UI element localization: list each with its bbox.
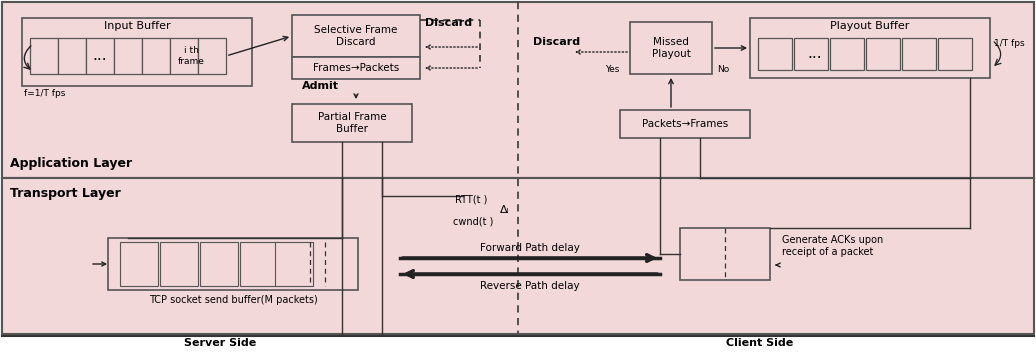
Bar: [114, 38, 142, 74]
Bar: [630, 22, 712, 74]
Bar: [240, 242, 278, 286]
Bar: [142, 38, 170, 74]
Bar: [200, 242, 238, 286]
Bar: [275, 242, 313, 286]
Text: Forward Path delay: Forward Path delay: [480, 243, 580, 253]
Text: cwnd(t ): cwnd(t ): [453, 216, 493, 226]
Text: Server Side: Server Side: [183, 338, 256, 348]
Bar: [170, 38, 198, 74]
Bar: [794, 38, 828, 70]
Bar: [160, 242, 198, 286]
Bar: [120, 242, 159, 286]
Bar: [938, 38, 972, 70]
Text: No: No: [717, 65, 729, 74]
Bar: [902, 38, 936, 70]
Bar: [680, 228, 770, 280]
Bar: [30, 38, 58, 74]
Bar: [2, 178, 1034, 334]
Text: Discard: Discard: [533, 37, 580, 47]
Text: Transport Layer: Transport Layer: [10, 188, 121, 200]
Bar: [830, 38, 864, 70]
Text: Reverse Path delay: Reverse Path delay: [481, 281, 580, 291]
Bar: [866, 38, 900, 70]
Text: Playout Buffer: Playout Buffer: [830, 21, 910, 31]
Text: ...: ...: [808, 46, 823, 62]
Text: Missed
Playout: Missed Playout: [652, 37, 690, 59]
Bar: [758, 38, 792, 70]
Text: 1/T fps: 1/T fps: [994, 39, 1025, 47]
Bar: [620, 110, 750, 138]
Text: Discard: Discard: [425, 18, 472, 28]
Text: Input Buffer: Input Buffer: [104, 21, 170, 31]
Text: i th
frame: i th frame: [177, 46, 204, 66]
Bar: [108, 238, 358, 290]
Bar: [292, 104, 412, 142]
Text: Admit: Admit: [303, 81, 339, 91]
Text: f=1/T fps: f=1/T fps: [24, 90, 65, 98]
Text: Packets→Frames: Packets→Frames: [642, 119, 728, 129]
Text: TCP socket send buffer(M packets): TCP socket send buffer(M packets): [148, 295, 317, 305]
Text: ...: ...: [92, 48, 108, 63]
Text: RTT(t ): RTT(t ): [455, 195, 487, 205]
Text: Application Layer: Application Layer: [10, 156, 133, 170]
Bar: [22, 18, 252, 86]
Bar: [198, 38, 226, 74]
Text: Frames→Packets: Frames→Packets: [313, 63, 399, 73]
Text: Partial Frame
Buffer: Partial Frame Buffer: [318, 112, 386, 134]
Bar: [58, 38, 86, 74]
Bar: [2, 2, 1034, 178]
Bar: [292, 57, 420, 79]
Text: Yes: Yes: [605, 65, 620, 74]
Text: Selective Frame
Discard: Selective Frame Discard: [314, 25, 398, 47]
Bar: [750, 18, 990, 78]
Text: Δᵢ: Δᵢ: [500, 205, 510, 215]
Bar: [86, 38, 114, 74]
Text: Client Side: Client Side: [726, 338, 794, 348]
Text: Generate ACKs upon
receipt of a packet: Generate ACKs upon receipt of a packet: [782, 235, 884, 257]
Bar: [292, 15, 420, 57]
